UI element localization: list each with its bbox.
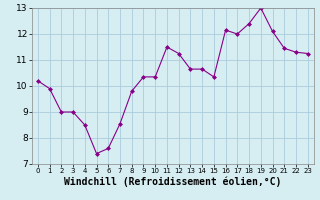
X-axis label: Windchill (Refroidissement éolien,°C): Windchill (Refroidissement éolien,°C) [64,177,282,187]
